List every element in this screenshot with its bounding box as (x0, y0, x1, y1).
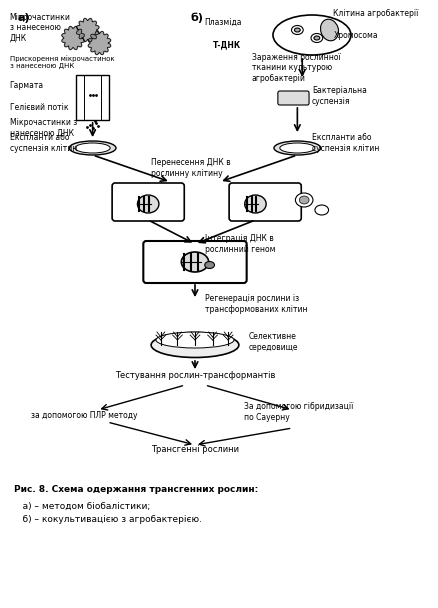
Text: Гармата: Гармата (10, 81, 44, 91)
Text: Перенесення ДНК в
рослинну клітину: Перенесення ДНК в рослинну клітину (151, 158, 231, 178)
Ellipse shape (314, 36, 320, 40)
Ellipse shape (292, 26, 303, 35)
Text: Рис. 8. Схема одержання трансгенних рослин:: Рис. 8. Схема одержання трансгенних росл… (14, 486, 258, 494)
Ellipse shape (311, 33, 323, 43)
Text: Прискорення мікрочастинок
з нанесеною ДНК: Прискорення мікрочастинок з нанесеною ДН… (10, 55, 114, 69)
Ellipse shape (315, 205, 328, 215)
FancyBboxPatch shape (143, 241, 247, 283)
Text: Зараження рослинної
тканини культурою
агробактерій: Зараження рослинної тканини культурою аг… (251, 53, 340, 83)
Ellipse shape (151, 333, 239, 358)
Polygon shape (88, 32, 111, 55)
Text: б): б) (190, 13, 203, 23)
Text: Експланти або
суспензія клітин: Експланти або суспензія клітин (312, 133, 379, 153)
FancyBboxPatch shape (112, 183, 184, 221)
Ellipse shape (181, 252, 208, 272)
Text: Трансгенні рослини: Трансгенні рослини (151, 446, 239, 455)
Ellipse shape (294, 28, 300, 32)
Text: Бактеріальна
суспензія: Бактеріальна суспензія (312, 86, 367, 106)
FancyBboxPatch shape (229, 183, 301, 221)
Ellipse shape (245, 195, 266, 213)
Text: Т-ДНК: Т-ДНК (212, 41, 240, 49)
Text: Гелієвий потік: Гелієвий потік (10, 103, 68, 112)
Text: Тестування рослин-трансформантів: Тестування рослин-трансформантів (115, 371, 275, 381)
Text: Регенерація рослини із
трансформованих клітин: Регенерація рослини із трансформованих к… (205, 294, 307, 314)
Text: Селективне
середовище: Селективне середовище (249, 333, 298, 351)
Ellipse shape (138, 195, 159, 213)
Ellipse shape (75, 143, 110, 153)
Text: Клітина агробактерії: Клітина агробактерії (333, 10, 419, 18)
Text: за допомогою ПЛР методу: за допомогою ПЛР методу (31, 412, 138, 421)
Polygon shape (62, 26, 85, 50)
Polygon shape (76, 18, 99, 41)
Ellipse shape (295, 193, 313, 207)
FancyBboxPatch shape (278, 91, 309, 105)
Text: а): а) (18, 13, 30, 23)
Ellipse shape (274, 141, 321, 155)
Ellipse shape (205, 261, 215, 269)
Ellipse shape (69, 141, 116, 155)
Text: Хромосома: Хромосома (333, 30, 378, 40)
FancyBboxPatch shape (76, 75, 109, 120)
Ellipse shape (273, 15, 351, 55)
Ellipse shape (321, 19, 339, 41)
Text: Плазміда: Плазміда (205, 18, 242, 27)
Text: Мікрочастинки з
нанесеною ДНК: Мікрочастинки з нанесеною ДНК (10, 119, 77, 137)
Text: Експланти або
суспензія клітин: Експланти або суспензія клітин (10, 133, 77, 153)
Text: а) – методом біобалістики;: а) – методом біобалістики; (14, 502, 150, 511)
Text: За допомогою гібридизації
по Сауерну: За допомогою гібридизації по Сауерну (244, 402, 353, 422)
Ellipse shape (299, 196, 309, 204)
Text: Мікрочастинки
з нанесеною
ДНК: Мікрочастинки з нанесеною ДНК (10, 13, 71, 43)
Text: б) – кокультивацією з агробактерією.: б) – кокультивацією з агробактерією. (14, 516, 201, 525)
Ellipse shape (156, 332, 234, 348)
Text: Інтеграція ДНК в
рослинний геном: Інтеграція ДНК в рослинний геном (205, 234, 275, 254)
Ellipse shape (280, 143, 315, 153)
